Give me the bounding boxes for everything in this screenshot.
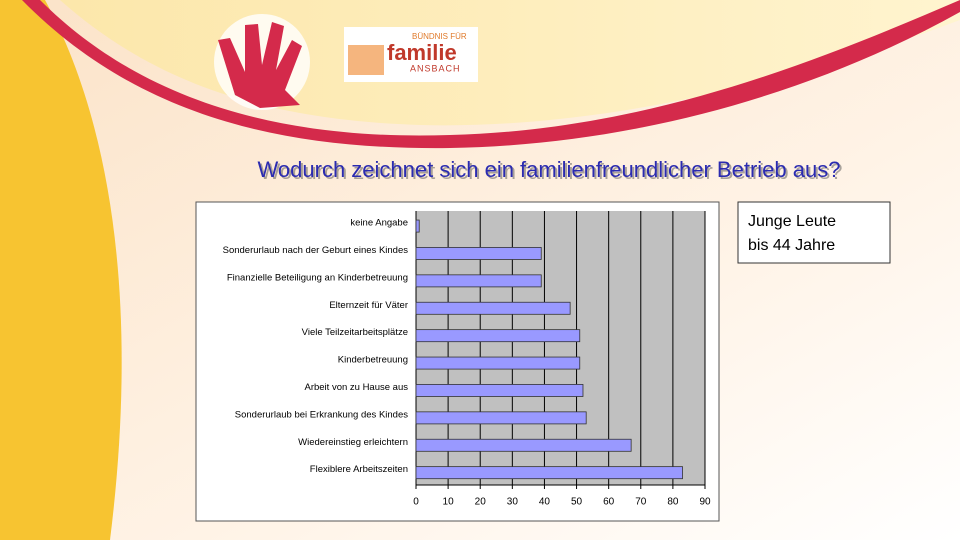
y-tick-label: Wiedereinstieg erleichtern [298, 437, 408, 448]
bar [415, 274, 542, 288]
bar [415, 219, 420, 233]
x-tick-label: 90 [699, 497, 711, 508]
bar [415, 356, 581, 370]
x-tick-label: 10 [443, 497, 455, 508]
x-tick-label: 80 [667, 497, 679, 508]
logo-bottom: ANSBACH [410, 63, 461, 73]
bar [415, 438, 632, 452]
x-tick-label: 70 [635, 497, 647, 508]
chart: 0 10 20 30 40 50 60 70 80 90 keine Angabe Sonderurl… [223, 211, 711, 508]
annotation-box [737, 201, 891, 264]
bar [415, 301, 571, 315]
y-tick-label: Sonderurlaub nach der Geburt eines Kinde… [223, 245, 409, 256]
hand-logo [214, 14, 310, 110]
y-tick-label: keine Angabe [350, 218, 408, 229]
bar [415, 384, 584, 397]
y-tick-label: Elternzeit für Väter [329, 300, 408, 311]
bar [415, 411, 587, 425]
bar [415, 329, 581, 343]
familie-logo: BÜNDNIS FÜR familie ANSBACH [344, 27, 478, 82]
chart-title: Wodurch zeichnet sich ein familienfreund… [258, 157, 841, 182]
y-tick-label: Kinderbetreuung [338, 355, 408, 366]
x-tick-label: 30 [507, 497, 519, 508]
y-tick-label: Finanzielle Beteiligung an Kinderbetreuu… [227, 272, 408, 283]
x-tick-label: 40 [539, 497, 551, 508]
title-shadow: Wodurch zeichnet sich ein familienfreund… [260, 159, 843, 184]
y-tick-label: Viele Teilzeitarbeitsplätze [302, 327, 408, 338]
yellow-shape [0, 0, 122, 540]
annotation: bis 44 Jahre [748, 237, 835, 254]
bar [415, 466, 683, 480]
logo-top: BÜNDNIS FÜR [412, 32, 467, 41]
logo-main: familie [387, 40, 457, 65]
y-tick-label: Arbeit von zu Hause aus [304, 382, 408, 393]
bar [415, 247, 542, 260]
y-tick-label: Sonderurlaub bei Erkrankung des Kindes [235, 409, 408, 420]
x-tick-label: 50 [571, 497, 583, 508]
x-tick-label: 0 [413, 497, 419, 508]
red-swoosh [22, 0, 960, 149]
y-tick-label: Flexiblere Arbeitszeiten [310, 464, 408, 475]
x-tick-label: 20 [475, 497, 487, 508]
annotation: Junge Leute [748, 213, 836, 230]
x-tick-label: 60 [603, 497, 615, 508]
